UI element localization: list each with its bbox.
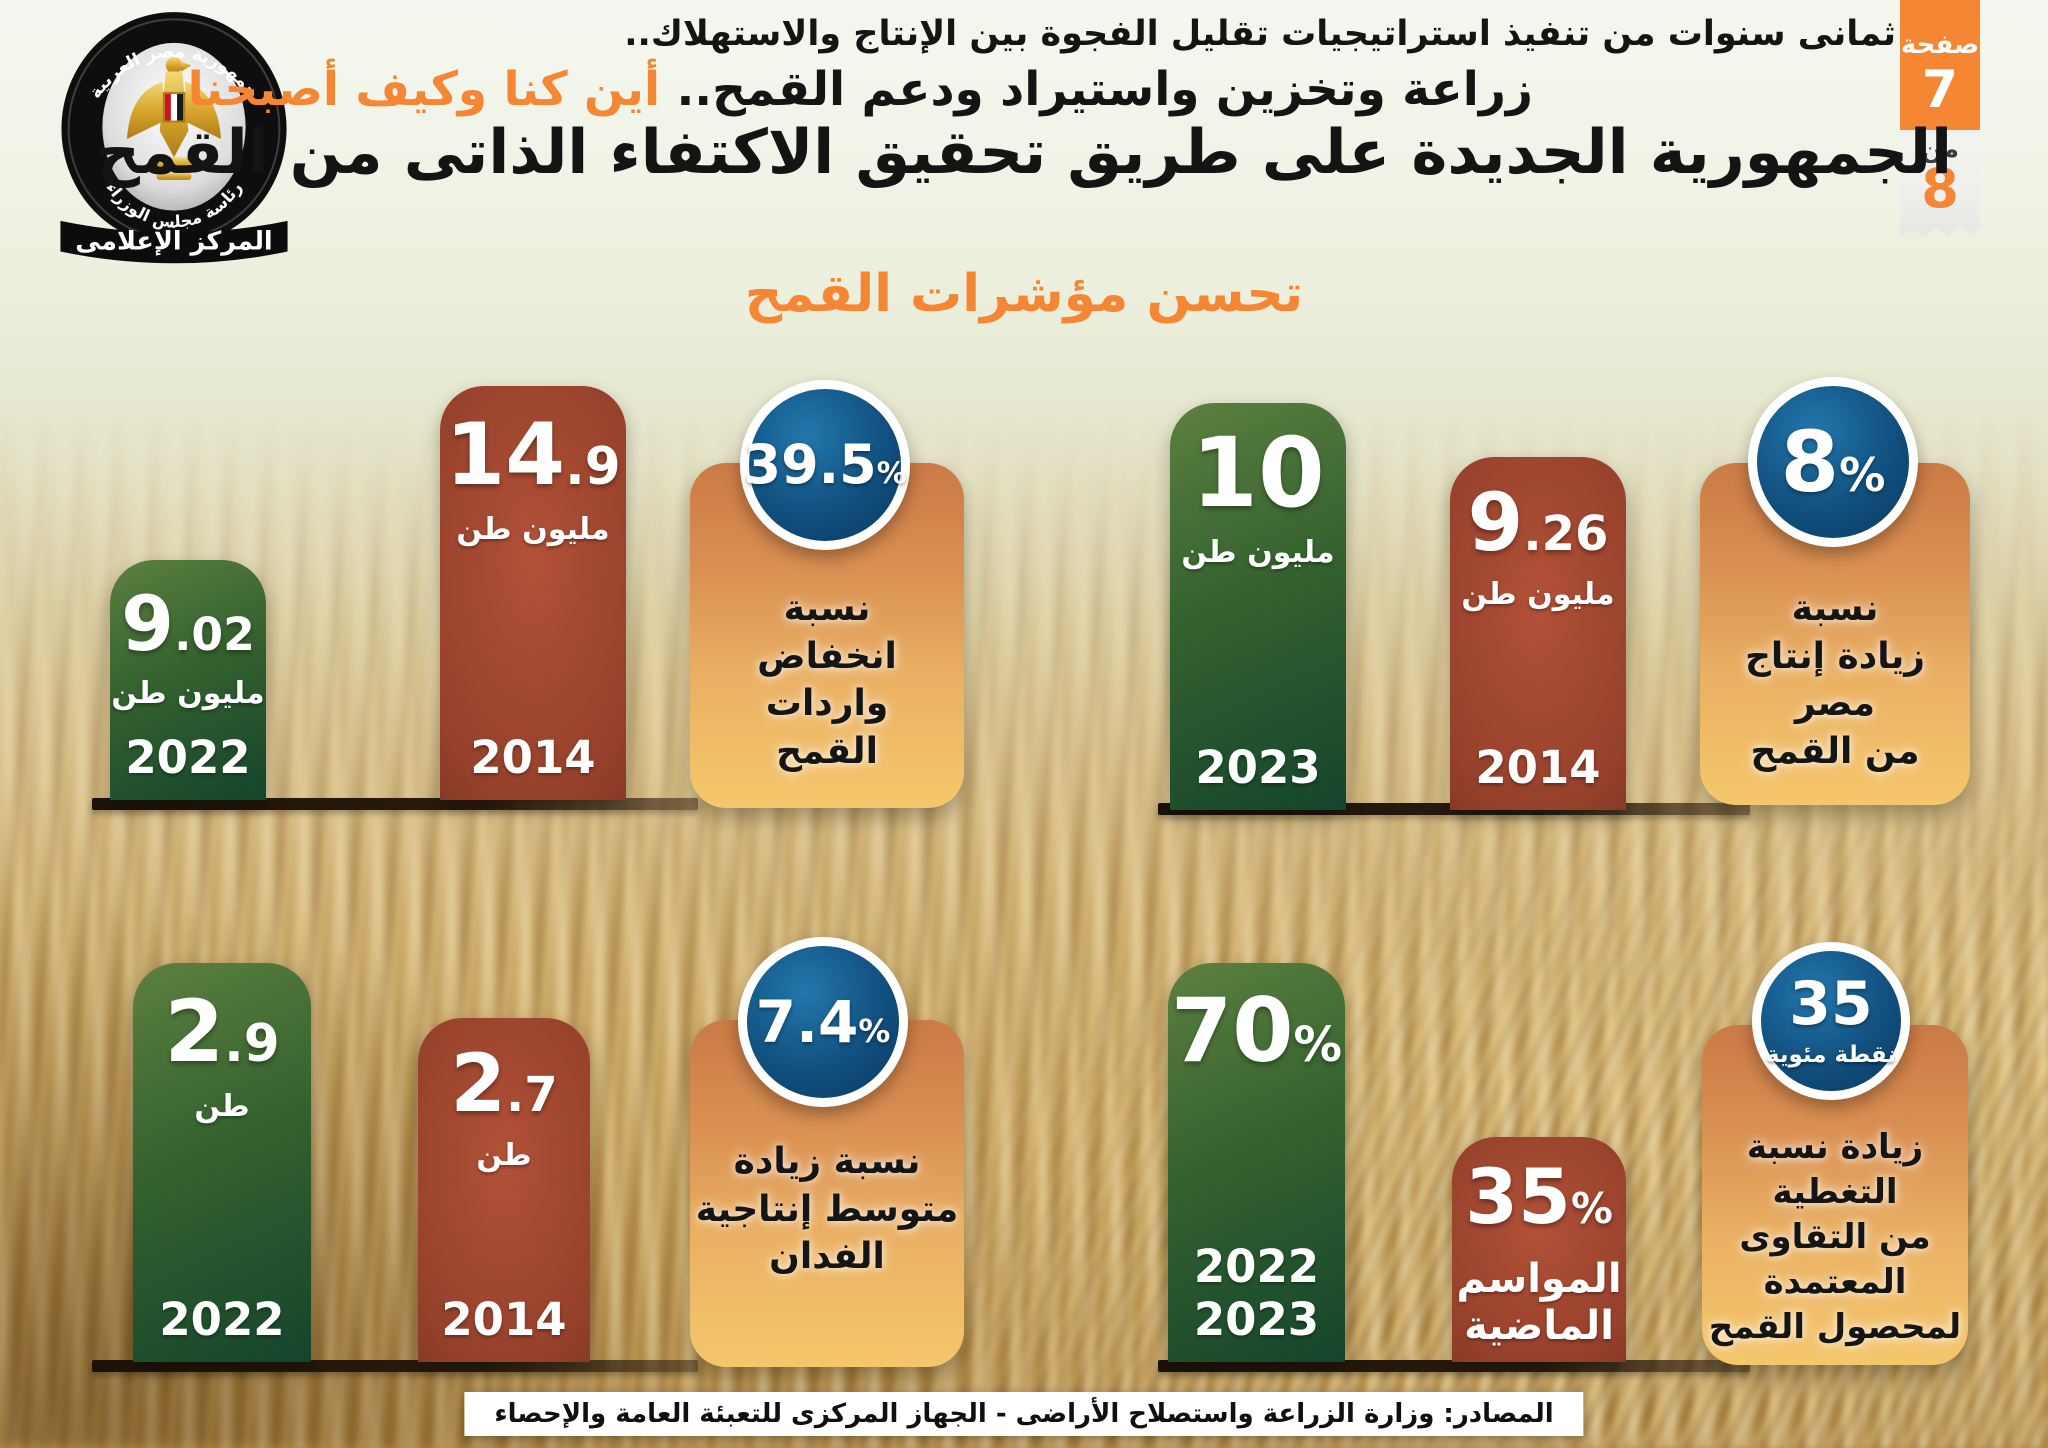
bar-label: 2014	[441, 1292, 567, 1346]
callout-text: نسبة زيادة متوسط إنتاجية الفدان	[695, 1141, 959, 1278]
percent-circle-imports: 39.5%	[740, 380, 910, 550]
bar-label: 2022 2023	[1193, 1239, 1320, 1346]
bar-value: 9.26	[1467, 476, 1609, 569]
percent-sub-label: نقطة مئوية	[1765, 1042, 1897, 1068]
bar-label: 2023	[1195, 740, 1321, 794]
government-emblem-logo: جمهورية مصر العربية رئاسة مجلس الوزراء ا…	[46, 6, 302, 276]
headline-main: الجمهورية الجديدة على طريق تحقيق الاكتفا…	[95, 117, 1952, 188]
bar-unit: مليون طن	[1461, 577, 1615, 612]
bar-label: 2014	[1475, 740, 1601, 794]
callout-text: زيادة نسبة التغطية من التقاوى المعتمدة ل…	[1708, 1127, 1962, 1347]
bar-unit: مليون طن	[1181, 535, 1335, 570]
bar-unit: مليون طن	[111, 676, 265, 711]
bar-label: 2022	[125, 730, 251, 784]
page-total: 8	[1921, 157, 1959, 220]
percent-circle-production: 8%	[1748, 377, 1918, 547]
section-subtitle: تحسن مؤشرات القمح	[744, 264, 1304, 324]
headline-secondary: زراعة وتخزين واستيراد ودعم القمح.. أين ك…	[188, 62, 1533, 117]
page-badge-top: صفحة 7	[1900, 0, 1980, 130]
bar-value: 2.9	[164, 982, 280, 1082]
bar-value: 9.02	[121, 579, 255, 668]
logo-banner-text: المركز الإعلامى	[75, 226, 272, 256]
eagle-emblem-icon: جمهورية مصر العربية رئاسة مجلس الوزراء ا…	[60, 12, 288, 264]
bar-label: 2022	[159, 1292, 285, 1346]
headline-secondary-black: زراعة وتخزين واستيراد ودعم القمح..	[676, 62, 1533, 117]
percent-circle-coverage: 35 نقطة مئوية	[1752, 942, 1910, 1100]
bar-yield-2022: 2.9 طن 2022	[133, 963, 311, 1362]
bar-unit: مليون طن	[456, 512, 610, 547]
page-number: 7	[1921, 60, 1959, 120]
headline-secondary-orange: أين كنا وكيف أصبحنا	[187, 62, 661, 117]
percent-value: 39.5%	[743, 433, 907, 496]
page-label: صفحة	[1900, 30, 1980, 60]
page-of-label: من	[1921, 134, 1959, 163]
bar-coverage-2022-2023: 70% 2022 2023	[1168, 963, 1345, 1362]
bar-value: 2.7	[450, 1037, 558, 1130]
sources-bar: المصادر: وزارة الزراعة واستصلاح الأراضى …	[464, 1392, 1584, 1436]
page-badge: صفحة 7 من 8	[1900, 0, 1980, 242]
bar-value: 70%	[1171, 979, 1342, 1082]
bar-value: 14.9	[445, 405, 621, 505]
bar-label: المواسم الماضية	[1456, 1255, 1622, 1349]
bar-yield-2014: 2.7 طن 2014	[418, 1018, 590, 1362]
bar-production-2023: 10 مليون طن 2023	[1170, 403, 1346, 810]
bar-imports-2022: 9.02 مليون طن 2022	[110, 560, 266, 800]
bar-unit: طن	[194, 1089, 250, 1124]
callout-text: نسبة انخفاض واردات القمح	[757, 588, 897, 772]
percent-circle-yield: 7.4%	[738, 937, 908, 1107]
headline-kicker: ثمانى سنوات من تنفيذ استراتيجيات تقليل ا…	[624, 14, 1896, 54]
bar-value: 35%	[1465, 1152, 1613, 1241]
bar-production-2014: 9.26 مليون طن 2014	[1450, 457, 1626, 810]
bar-unit: طن	[476, 1138, 532, 1173]
percent-value: 35	[1789, 969, 1873, 1039]
callout-text: نسبة زيادة إنتاج مصر من القمح	[1744, 588, 1926, 772]
percent-value: 7.4%	[755, 988, 891, 1056]
percent-value: 8%	[1780, 413, 1886, 511]
bar-label: 2014	[470, 730, 596, 784]
bar-value: 10	[1191, 417, 1325, 529]
bar-imports-2014: 14.9 مليون طن 2014	[440, 386, 626, 800]
bar-coverage-past-seasons: 35% المواسم الماضية	[1452, 1137, 1626, 1362]
